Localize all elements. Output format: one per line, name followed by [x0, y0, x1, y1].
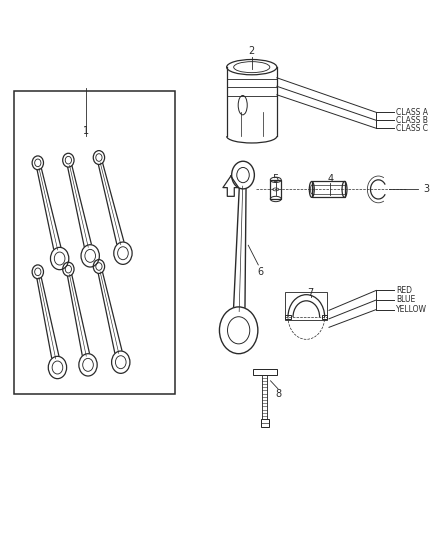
Text: 2: 2 [249, 46, 255, 56]
Text: YELLOW: YELLOW [396, 305, 427, 314]
Text: CLASS A: CLASS A [396, 108, 428, 117]
Bar [286, 292, 327, 320]
Text: 3: 3 [424, 184, 429, 195]
Bar [253, 369, 277, 375]
Bar [312, 181, 345, 197]
Text: 4: 4 [327, 174, 333, 184]
Bar [270, 180, 281, 199]
Text: 1: 1 [83, 126, 89, 136]
Bar [261, 419, 269, 426]
Text: 6: 6 [258, 267, 264, 277]
Text: 7: 7 [307, 288, 314, 298]
Text: BLUE: BLUE [396, 295, 415, 304]
Bar [322, 314, 327, 319]
Bar [14, 91, 175, 394]
Text: 5: 5 [272, 174, 279, 184]
Bar [286, 314, 290, 319]
Text: RED: RED [396, 286, 412, 295]
Text: CLASS B: CLASS B [396, 116, 427, 125]
Text: CLASS C: CLASS C [396, 124, 428, 133]
Text: 8: 8 [275, 389, 281, 399]
